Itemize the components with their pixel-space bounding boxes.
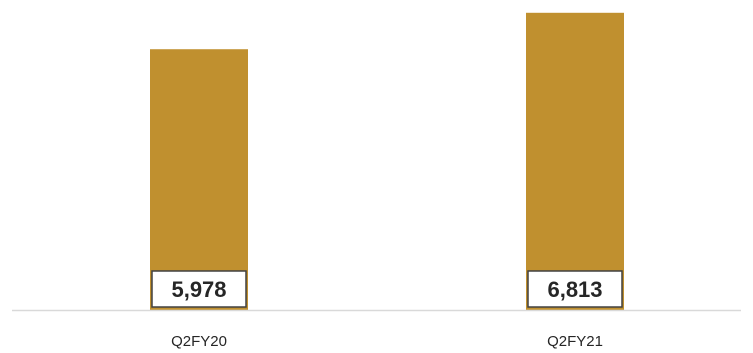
data-label-box-q2fy21 xyxy=(527,270,623,308)
bars-group xyxy=(150,12,624,310)
x-tick-label-q2fy21: Q2FY21 xyxy=(547,333,603,350)
data-label-q2fy21: 6,813 xyxy=(547,277,602,302)
data-label-box-q2fy20 xyxy=(151,270,247,308)
x-tick-label-q2fy20: Q2FY20 xyxy=(171,333,227,350)
x-tick-labels-group: Q2FY20 Q2FY21 xyxy=(171,333,603,350)
bar-q2fy20 xyxy=(150,49,248,310)
data-labels-group: 5,978 6,813 xyxy=(151,270,623,308)
bar-q2fy21 xyxy=(526,12,624,310)
data-label-q2fy20: 5,978 xyxy=(171,277,226,302)
